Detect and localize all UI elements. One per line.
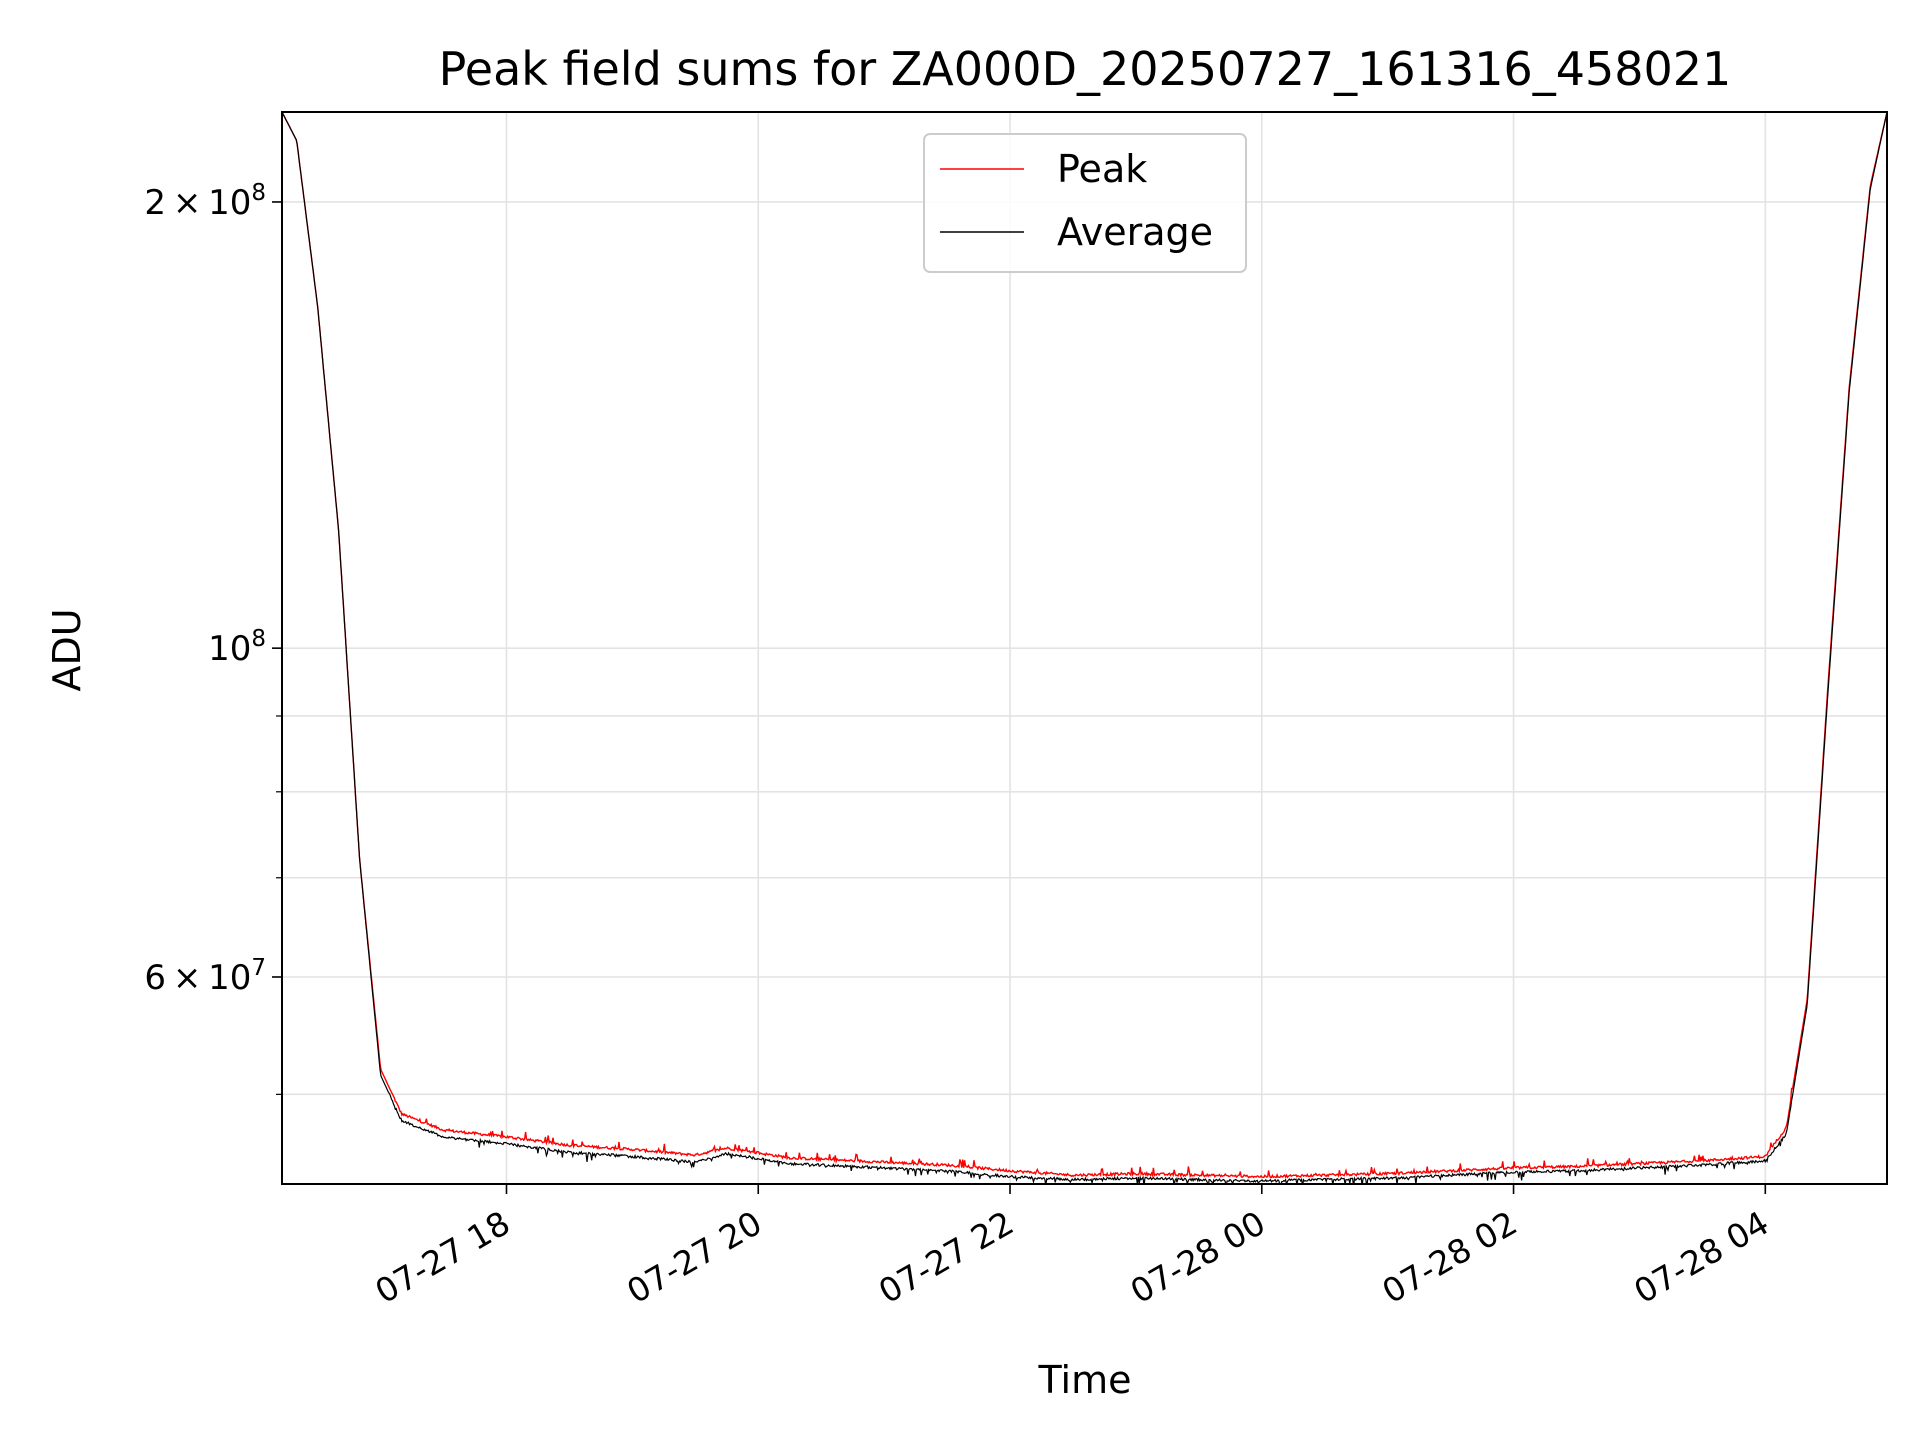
y-tick-label: 2 × 108 (144, 180, 266, 223)
legend: Peak Average (923, 133, 1247, 273)
legend-label-peak: Peak (1057, 147, 1147, 191)
series-line-peak (282, 112, 1887, 1179)
series-layer (282, 112, 1887, 1184)
x-axis-label: Time (1038, 1358, 1132, 1402)
y-tick-label: 108 (208, 626, 266, 669)
y-axis: 6 × 107 108 2 × 108 (144, 180, 282, 1095)
grid (282, 112, 1887, 1184)
series-line-average (282, 112, 1887, 1184)
y-tick-label: 6 × 107 (144, 955, 266, 998)
chart-title: Peak field sums for ZA000D_20250727_1613… (439, 42, 1732, 96)
legend-label-average: Average (1057, 210, 1213, 254)
y-axis-label: ADU (45, 608, 89, 691)
